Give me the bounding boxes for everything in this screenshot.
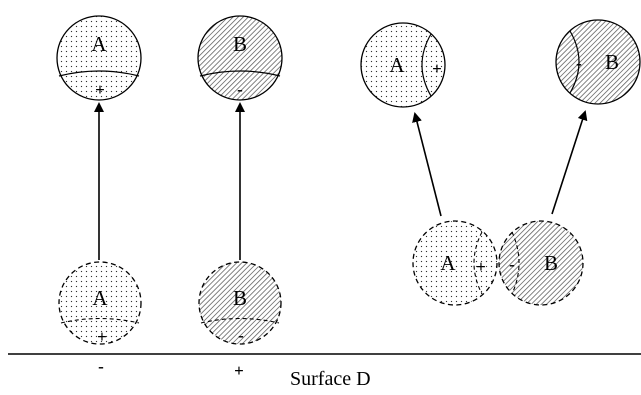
surface-positive-charge: +: [234, 361, 244, 380]
positive-charge-label: +: [476, 257, 486, 276]
arrow-a-diagonal: [412, 112, 442, 217]
sphere-b-bottom-middle-dashed: B -: [198, 261, 282, 345]
positive-charge-label: +: [95, 80, 105, 99]
sphere-a-bottom-left-dashed: A +: [58, 261, 142, 346]
sphere-a-top-right: A +: [360, 22, 446, 108]
sphere-a-label: A: [92, 286, 108, 310]
sphere-b-top-middle: B -: [197, 15, 283, 101]
negative-charge-label: -: [576, 54, 582, 73]
negative-charge-label: -: [238, 326, 244, 345]
surface-label: Surface D: [290, 368, 371, 390]
surface-negative-charge: -: [98, 357, 104, 376]
sphere-a-label: A: [440, 251, 456, 275]
sphere-b-label: B: [233, 32, 247, 56]
negative-charge-label: -: [237, 80, 243, 99]
sphere-b-label: B: [605, 50, 619, 74]
sphere-a-bottom-right-dashed: A +: [412, 220, 498, 306]
sphere-a-top-left: A +: [56, 15, 142, 101]
sphere-b-top-right: B -: [555, 19, 641, 105]
sphere-a-label: A: [91, 32, 107, 56]
sphere-b-label: B: [544, 251, 558, 275]
sphere-a-label: A: [389, 53, 405, 77]
positive-charge-label: +: [432, 59, 442, 78]
sphere-b-label: B: [233, 286, 247, 310]
positive-charge-label: +: [97, 327, 107, 346]
sphere-b-bottom-right-dashed: B -: [498, 220, 584, 306]
arrow-b-diagonal: [551, 110, 588, 215]
negative-charge-label: -: [509, 255, 515, 274]
